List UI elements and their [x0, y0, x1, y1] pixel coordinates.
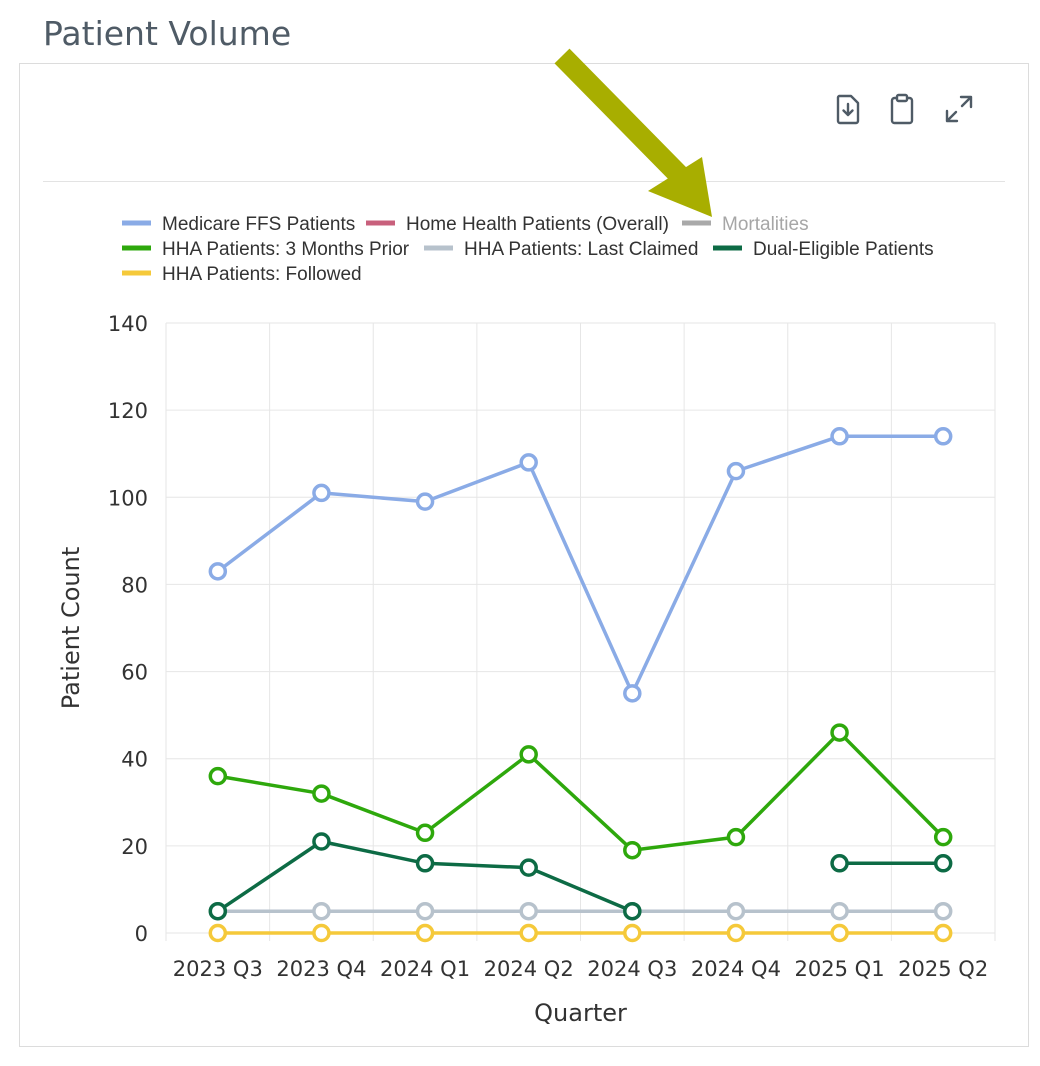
data-point[interactable] [208, 766, 228, 786]
y-tick-label: 100 [108, 486, 148, 510]
data-point[interactable] [415, 492, 435, 511]
legend-item-label[interactable]: Mortalities [722, 214, 809, 235]
x-tick-label: 2023 Q3 [173, 957, 263, 981]
data-point[interactable] [519, 858, 538, 877]
data-point[interactable] [312, 784, 331, 803]
x-tick-label: 2024 Q4 [691, 957, 781, 981]
data-point[interactable] [208, 901, 228, 921]
data-point[interactable] [415, 854, 435, 873]
legend-item-label[interactable]: Home Health Patients (Overall) [406, 214, 669, 235]
data-point[interactable] [623, 684, 642, 703]
toolbar-divider [43, 181, 1005, 182]
data-point[interactable] [933, 901, 953, 921]
data-point[interactable] [312, 901, 331, 921]
data-point[interactable] [830, 723, 849, 742]
data-point[interactable] [415, 901, 435, 921]
file-download-icon[interactable] [831, 92, 865, 126]
data-point[interactable] [726, 461, 746, 481]
x-tick-label: 2024 Q2 [484, 957, 574, 981]
y-tick-label: 80 [121, 573, 148, 597]
x-tick-label: 2025 Q1 [795, 957, 885, 981]
data-point[interactable] [830, 923, 849, 943]
data-point[interactable] [933, 427, 953, 446]
data-point[interactable] [933, 923, 953, 943]
y-axis-title: Patient Count [57, 547, 85, 709]
data-point[interactable] [312, 483, 331, 503]
data-point[interactable] [830, 427, 849, 446]
data-point[interactable] [933, 854, 953, 873]
series-line [216, 839, 633, 913]
data-point[interactable] [415, 823, 435, 843]
x-tick-label: 2024 Q1 [380, 957, 470, 981]
series-line [217, 730, 945, 852]
data-point[interactable] [312, 923, 331, 943]
data-point[interactable] [415, 923, 435, 943]
data-point[interactable] [830, 901, 849, 921]
y-tick-label: 20 [121, 835, 148, 859]
clipboard-icon[interactable] [885, 92, 919, 126]
data-point[interactable] [519, 901, 538, 921]
data-point[interactable] [726, 827, 746, 847]
data-point[interactable] [519, 745, 538, 764]
legend-item-label[interactable]: HHA Patients: Followed [162, 264, 362, 285]
data-point[interactable] [623, 840, 642, 860]
x-tick-label: 2024 Q3 [587, 957, 677, 981]
legend-item-label[interactable]: HHA Patients: Last Claimed [464, 239, 698, 260]
data-point[interactable] [519, 453, 538, 472]
y-tick-label: 120 [108, 399, 148, 423]
y-tick-label: 40 [121, 748, 148, 772]
y-tick-label: 140 [108, 312, 148, 336]
data-point[interactable] [933, 827, 953, 847]
data-point[interactable] [623, 923, 642, 943]
legend-item-label[interactable]: Dual-Eligible Patients [753, 239, 934, 260]
page-title: Patient Volume [43, 14, 292, 53]
expand-icon[interactable] [942, 92, 976, 126]
y-tick-label: 60 [121, 661, 148, 685]
legend-item-label[interactable]: Medicare FFS Patients [162, 214, 355, 235]
data-point[interactable] [312, 832, 331, 851]
legend-item-label[interactable]: HHA Patients: 3 Months Prior [162, 239, 410, 260]
y-tick-label: 0 [135, 922, 148, 946]
series-line [216, 434, 944, 696]
data-point[interactable] [519, 923, 538, 943]
data-point[interactable] [726, 901, 746, 921]
data-point[interactable] [208, 562, 228, 581]
chart-card [19, 63, 1029, 1047]
data-point[interactable] [830, 854, 849, 873]
data-point[interactable] [208, 923, 228, 943]
data-point[interactable] [623, 901, 642, 921]
x-tick-label: 2025 Q2 [898, 957, 988, 981]
x-axis-title: Quarter [534, 999, 627, 1027]
data-point[interactable] [726, 923, 746, 943]
x-tick-label: 2023 Q4 [276, 957, 366, 981]
